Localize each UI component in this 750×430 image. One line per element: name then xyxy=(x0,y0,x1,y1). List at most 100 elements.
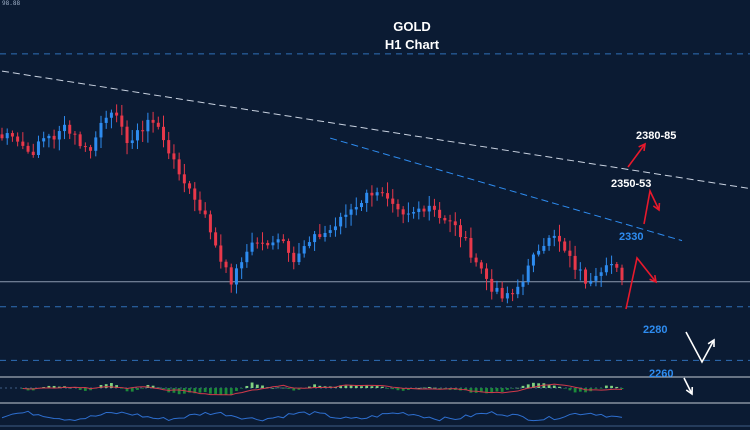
candle-body xyxy=(584,269,588,284)
osc-histogram-bar xyxy=(474,388,478,393)
osc-histogram-bar xyxy=(276,387,280,389)
candle-body xyxy=(516,286,520,295)
candle-body xyxy=(505,293,509,299)
candle-body xyxy=(620,267,624,281)
trendlines xyxy=(1,70,750,242)
candle-body xyxy=(443,218,447,221)
candle-body xyxy=(229,267,233,285)
candle-body xyxy=(125,126,129,144)
candle-body xyxy=(521,281,525,287)
osc-histogram-bar xyxy=(422,387,426,389)
candle-body xyxy=(542,245,546,251)
candle-body xyxy=(261,242,265,244)
candle-body xyxy=(83,146,87,148)
level-label-2350-53: 2350-53 xyxy=(611,178,651,190)
osc-histogram-bar xyxy=(177,388,181,395)
osc-histogram-bar xyxy=(261,385,264,388)
osc-histogram-bar xyxy=(68,387,72,389)
candle-body xyxy=(547,237,551,246)
candle-body xyxy=(99,122,103,138)
osc-histogram-bar xyxy=(271,387,275,389)
white-arrowhead-2 xyxy=(685,386,694,396)
candle-body xyxy=(78,134,82,147)
osc-histogram-bar xyxy=(313,384,317,388)
candle-body xyxy=(224,261,228,268)
osc-histogram-bar xyxy=(490,388,494,393)
candle-body xyxy=(386,193,390,199)
red-projection-path-3 xyxy=(627,143,646,168)
candle-body xyxy=(167,140,171,154)
osc-histogram-bar xyxy=(391,388,395,390)
osc-histogram-bar xyxy=(396,388,400,391)
candle-body xyxy=(453,221,457,226)
candle-body xyxy=(526,265,530,282)
osc-histogram-bar xyxy=(229,388,233,395)
candle-body xyxy=(610,264,614,266)
osc-histogram-bar xyxy=(599,388,603,389)
osc-histogram-bar xyxy=(620,388,624,390)
candle-body xyxy=(266,242,270,246)
osc-histogram-bar xyxy=(552,385,556,388)
candle-body xyxy=(307,242,311,247)
candle-body xyxy=(271,242,275,246)
candle-body xyxy=(495,287,499,292)
osc-histogram-bar xyxy=(563,388,567,389)
candle-body xyxy=(589,280,593,284)
osc-histogram-bar xyxy=(297,388,301,390)
osc-histogram-bar xyxy=(427,386,431,388)
candle-body xyxy=(276,239,280,243)
candle-body xyxy=(469,237,473,258)
indicator-panels xyxy=(0,376,750,427)
candle-body xyxy=(141,130,145,132)
osc-histogram-bar xyxy=(287,388,290,389)
candles xyxy=(0,104,624,304)
candle-body xyxy=(245,251,249,263)
candle-body xyxy=(16,136,20,142)
candle-body xyxy=(57,131,61,140)
candle-body xyxy=(563,241,567,251)
osc-histogram-bar xyxy=(120,388,124,389)
osc-histogram-bar xyxy=(250,382,254,388)
osc-histogram-bar xyxy=(615,386,619,388)
osc-histogram-bar xyxy=(235,388,238,391)
candle-body xyxy=(396,203,400,210)
osc-histogram-bar xyxy=(610,385,613,388)
osc-histogram-bar xyxy=(537,383,541,388)
candle-body xyxy=(73,133,77,135)
osc-histogram-bar xyxy=(141,388,145,389)
trendline-lower xyxy=(330,137,683,242)
osc-histogram-bar xyxy=(604,385,608,388)
osc-histogram-bar xyxy=(136,388,139,390)
osc-histogram-bar xyxy=(594,388,598,389)
candle-body xyxy=(203,210,207,215)
osc-histogram-bar xyxy=(104,384,108,388)
osc-histogram-bar xyxy=(57,386,61,388)
osc-histogram-bar xyxy=(495,388,499,392)
projection-arrows xyxy=(625,142,715,396)
candle-body xyxy=(240,262,244,269)
osc-histogram-bar xyxy=(401,388,405,391)
candle-body xyxy=(552,235,556,238)
osc-histogram-bar xyxy=(307,386,311,388)
candle-body xyxy=(485,268,489,279)
candle-body xyxy=(474,257,478,263)
candle-body xyxy=(302,246,306,254)
candle-body xyxy=(479,262,483,269)
corner-value: 98.88 xyxy=(2,0,20,7)
candle-body xyxy=(328,230,332,233)
candle-body xyxy=(214,232,218,246)
osc-histogram-bar xyxy=(500,388,504,392)
osc-histogram-bar xyxy=(547,384,551,388)
white-arrowhead-1 xyxy=(707,338,715,348)
candle-body xyxy=(47,135,51,139)
level-label-2380-85: 2380-85 xyxy=(636,130,676,142)
candle-body xyxy=(281,239,285,242)
candle-body xyxy=(578,269,582,271)
osc-histogram-bar xyxy=(255,384,259,388)
candle-body xyxy=(438,209,442,219)
osc-histogram-bar xyxy=(485,388,488,394)
candle-body xyxy=(193,188,197,200)
candle-body xyxy=(354,207,358,210)
candle-body xyxy=(339,216,343,227)
osc-histogram-bar xyxy=(110,383,113,388)
